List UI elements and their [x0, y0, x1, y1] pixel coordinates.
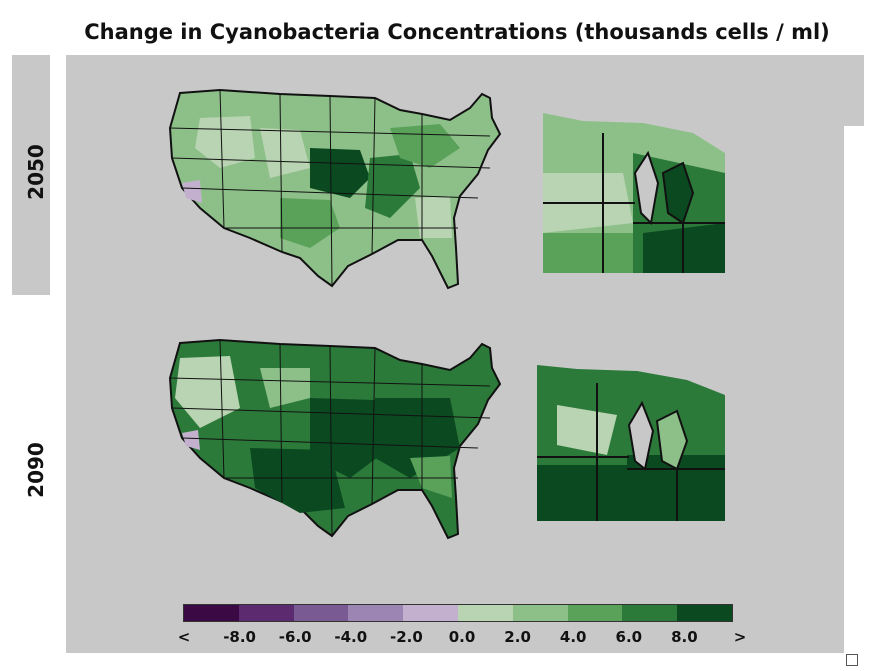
legend-label: -4.0: [334, 628, 368, 646]
us-map-2050: [168, 88, 502, 290]
legend-label: 2.0: [504, 628, 531, 646]
year-label-2050: 2050: [24, 144, 48, 200]
legend-swatch: [677, 605, 732, 621]
region-patches-2090: [175, 356, 460, 513]
inset-map-2050: [543, 113, 725, 273]
legend-label: <: [177, 628, 191, 646]
legend-swatch: [457, 605, 513, 621]
legend-label: 6.0: [615, 628, 643, 646]
corner-checkbox[interactable]: [846, 654, 858, 666]
legend-swatch: [238, 605, 294, 621]
legend-swatch: [567, 605, 623, 621]
panel-extension: [844, 55, 864, 126]
legend-swatch: [622, 605, 678, 621]
legend-swatch: [403, 605, 458, 621]
chart-title: Change in Cyanobacteria Concentrations (…: [84, 20, 830, 44]
us-map-2090: [168, 338, 502, 540]
legend-label: -6.0: [278, 628, 312, 646]
state-borders-2090: [169, 339, 491, 537]
legend-swatch: [293, 605, 349, 621]
legend-label: >: [733, 628, 747, 646]
legend-label: 4.0: [559, 628, 587, 646]
year-label-2090: 2090: [24, 442, 48, 498]
legend-label: 8.0: [671, 628, 698, 646]
legend-label: -2.0: [389, 628, 423, 646]
inset-map-2090: [537, 365, 725, 521]
legend-swatch: [184, 605, 239, 621]
legend-swatch: [512, 605, 568, 621]
legend-colorbar: [183, 604, 733, 622]
legend-label: -8.0: [223, 628, 256, 646]
legend-swatch: [348, 605, 404, 621]
legend-label: 0.0: [448, 628, 476, 646]
year-tab-2050: [12, 55, 50, 295]
legend-labels: < -8.0 -6.0 -4.0 -2.0 0.0 2.0 4.0 6.0 8.0 >: [170, 628, 750, 650]
state-borders-2050: [169, 89, 491, 287]
